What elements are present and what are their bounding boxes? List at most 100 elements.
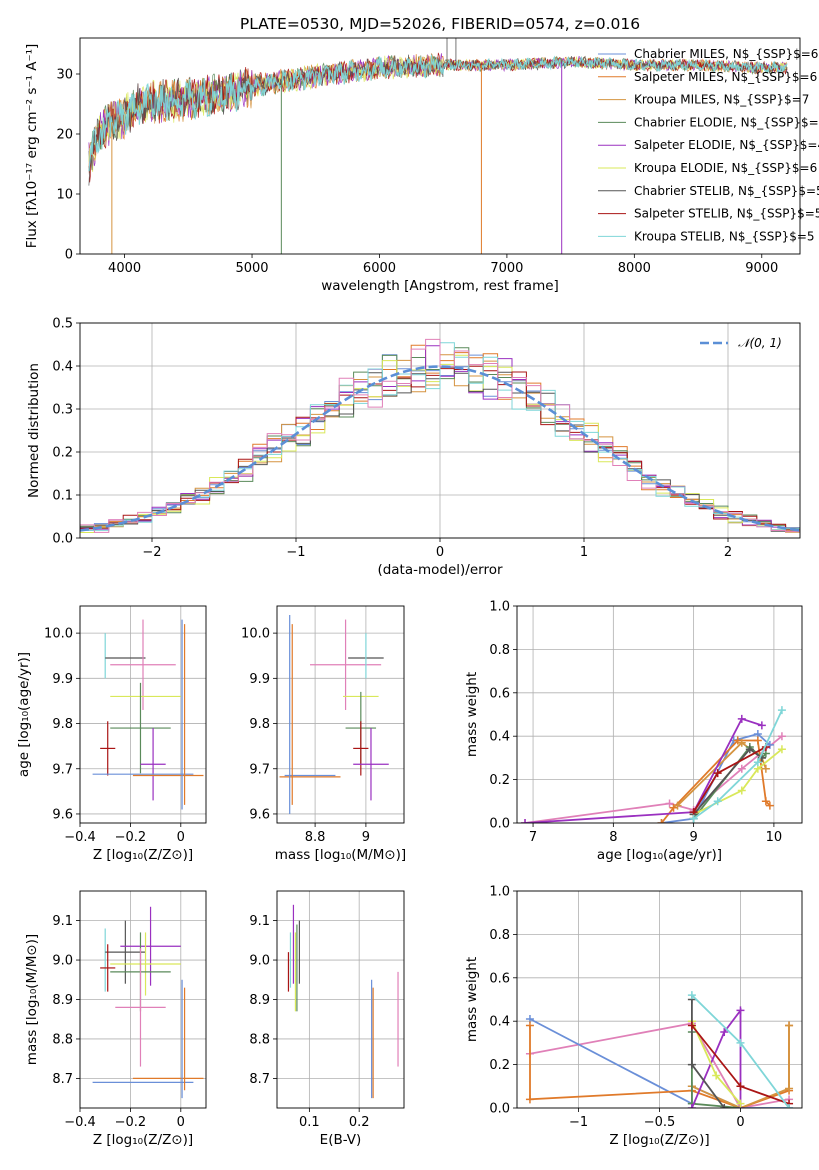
mass_vs_ebv-ytick-label-2: 8.9 [249, 993, 270, 1008]
weight_vs_age-marker-9-0 [689, 814, 698, 823]
weight_vs_age-ytick-label-4: 0.8 [489, 643, 510, 658]
weight_vs_age-marker-3-1 [737, 738, 746, 747]
weight_vs_age-marker-6-3 [777, 745, 786, 754]
weight_vs_age-marker-6-1 [737, 786, 746, 795]
mass_vs_Z-plot-area [92, 906, 204, 1099]
legend-label-8: Kroupa STELIB, N$_{SSP}$=5 [634, 229, 815, 243]
age_vs_mass-ytick-label-3: 9.9 [249, 672, 270, 687]
weight_vs_Z-marker-5-2 [736, 1006, 745, 1015]
spectrum-plot-area [88, 38, 788, 254]
spectrum-frame [79, 37, 801, 255]
mass_vs_Z-xtick-label-1: −0.2 [115, 1115, 147, 1130]
residuals-ytick-label-4: 0.4 [52, 360, 73, 375]
legend-label-2: Kroupa MILES, N$_{SSP}$=7 [634, 93, 809, 107]
spectrum-ylabel: Flux [fλ10⁻¹⁷ erg cm⁻² s⁻¹ A⁻¹] [24, 44, 40, 249]
age_vs_Z-ytick-label-4: 10.0 [44, 627, 73, 642]
weight_vs_age-marker-2-4 [761, 797, 770, 806]
mass_vs_ebv-panel: 0.1 0.2 8.7 8.8 8.9 9.0 9.1 E(B-V) [249, 890, 405, 1148]
spectrum-ytick-label-0: 0 [65, 248, 73, 263]
weight_vs_age-xtick-label-3: 10 [766, 830, 783, 845]
weight_vs_age-marker-3-0 [673, 801, 682, 810]
spectrum-xtick-label-4: 8000 [618, 261, 651, 276]
weight_vs_Z-marker-5-0 [687, 1104, 696, 1108]
mass_vs_Z-ytick-label-2: 8.9 [52, 993, 73, 1008]
weight_vs_age-panel: 7 8 9 10 0.0 0.2 0.4 0.6 0.8 1.0 age [log₁₀(age/yr… [464, 600, 803, 863]
age_vs_mass-ytick-label-1: 9.7 [249, 762, 270, 777]
residuals-ytick-label-1: 0.1 [52, 489, 73, 504]
weight_vs_age-series-5 [524, 717, 763, 823]
spectrum-ytick-label-1: 10 [56, 188, 73, 203]
residuals-ytick-label-3: 0.3 [52, 403, 73, 418]
weight_vs_Z-plot-area [525, 991, 794, 1108]
weight_vs_age-marker-0-4 [777, 732, 786, 741]
mass_vs_Z-xtick-label-0: −0.4 [64, 1115, 96, 1130]
weight_vs_Z-panel: −1 −0.5 0 0.0 0.2 0.4 0.6 0.8 1.0 Z [log₁₀(Z/Z⊙)]… [464, 885, 803, 1148]
weight_vs_age-marker-5-0 [521, 819, 530, 823]
weight_vs_Z-ytick-label-2: 0.4 [489, 1015, 510, 1030]
age_vs_mass-xtick-label-1: 9 [362, 830, 370, 845]
residuals-ytick-label-2: 0.2 [52, 446, 73, 461]
weight_vs_Z-marker-6-1 [712, 1071, 721, 1080]
weight_vs_age-ytick-label-2: 0.4 [489, 730, 510, 745]
weight_vs_age-xtick-label-1: 8 [609, 830, 617, 845]
legend-label-0: Chabrier MILES, N$_{SSP}$=6 [634, 47, 818, 61]
gaussian-legend-label: 𝒩(0, 1) [738, 336, 782, 350]
weight_vs_age-ytick-label-1: 0.2 [489, 773, 510, 788]
weight_vs_age-marker-2-5 [765, 801, 774, 810]
weight_vs_Z-series-5 [691, 1007, 742, 1108]
residuals-xtick-label-2: 0 [436, 545, 444, 560]
residuals-panel: −2 −1 0 1 2 0.0 0.1 0.2 0.3 0.4 0.5 (data-model)/er… [26, 317, 801, 578]
weight_vs_Z-xtick-label-0: −1 [569, 1115, 588, 1130]
age_vs_mass-plot-area [279, 615, 389, 814]
weight_vs_Z-marker-2-1 [525, 1095, 534, 1104]
legend-label-7: Salpeter STELIB, N$_{SSP}$=5 [634, 207, 819, 221]
mass_vs_Z-ytick-label-3: 9.0 [52, 954, 73, 969]
weight_vs_Z-marker-9-0 [687, 991, 696, 1000]
weight_vs_Z-marker-6-2 [736, 1099, 745, 1108]
weight_vs_age-plot-area [521, 706, 786, 823]
age_vs_Z-xtick-label-0: −0.4 [64, 830, 96, 845]
age_vs_mass-ytick-label-0: 9.6 [249, 807, 270, 822]
weight_vs_Z-xtick-label-1: −0.5 [644, 1115, 676, 1130]
weight_vs_Z-ytick-label-4: 0.8 [489, 928, 510, 943]
spectrum-ytick-label-2: 20 [56, 128, 73, 143]
age_vs_mass-panel: 8.8 9 9.6 9.7 9.8 9.9 10.0 mass [log₁₀(M/M⊙)] [241, 605, 406, 863]
legend-label-1: Salpeter MILES, N$_{SSP}$=6 [634, 70, 817, 84]
age_vs_Z-ytick-label-3: 9.9 [52, 672, 73, 687]
mass_vs_Z-ytick-label-1: 8.8 [52, 1032, 73, 1047]
residuals-plot-area [80, 338, 800, 533]
spectrum-xtick-label-2: 6000 [363, 261, 396, 276]
age_vs_mass-ytick-label-4: 10.0 [241, 627, 270, 642]
weight_vs_age-ytick-label-0: 0.0 [489, 817, 510, 832]
residuals-ytick-label-0: 0.0 [52, 532, 73, 547]
weight_vs_Z-marker-8-0 [687, 1021, 696, 1030]
weight_vs_Z-ytick-label-3: 0.6 [489, 971, 510, 986]
weight_vs_age-xtick-label-0: 7 [529, 830, 537, 845]
weight_vs_Z-marker-2-0 [525, 1021, 534, 1030]
legend-label-3: Chabrier ELODIE, N$_{SSP}$=5 [634, 115, 819, 129]
figure-title: PLATE=0530, MJD=52026, FIBERID=0574, z=0… [240, 15, 640, 33]
legend-label-6: Chabrier STELIB, N$_{SSP}$=5 [634, 184, 819, 198]
age_vs_Z-ytick-label-1: 9.7 [52, 762, 73, 777]
weight_vs_age-series-9 [693, 709, 783, 820]
weight_vs_age-marker-2-1 [669, 803, 678, 812]
weight_vs_age-marker-2-3 [753, 736, 762, 745]
weight_vs_Z-marker-8-1 [736, 1082, 745, 1091]
spectrum-xtick-label-3: 7000 [490, 261, 523, 276]
weight_vs_Z-marker-7-2 [720, 1104, 729, 1108]
mass_vs_Z-xlabel: Z [log₁₀(Z/Z⊙)] [93, 1132, 193, 1148]
spectrum-xtick-label-5: 9000 [745, 261, 778, 276]
residuals-xlabel: (data-model)/error [377, 562, 503, 578]
mass_vs_ebv-xtick-label-0: 0.1 [299, 1115, 320, 1130]
weight_vs_age-marker-1-4 [765, 740, 774, 749]
mass_vs_ebv-xtick-label-1: 0.2 [349, 1115, 370, 1130]
age_vs_mass-xtick-label-0: 8.8 [305, 830, 326, 845]
weight_vs_age-marker-5-2 [737, 714, 746, 723]
weight_vs_age-marker-9-3 [777, 706, 786, 715]
residuals-ylabel: Normed distribution [26, 363, 42, 498]
age_vs_Z-ytick-label-0: 9.6 [52, 807, 73, 822]
spectrum-series-7 [88, 54, 788, 172]
weight_vs_age-marker-0-3 [737, 764, 746, 773]
weight_vs_age-marker-5-3 [757, 721, 766, 730]
